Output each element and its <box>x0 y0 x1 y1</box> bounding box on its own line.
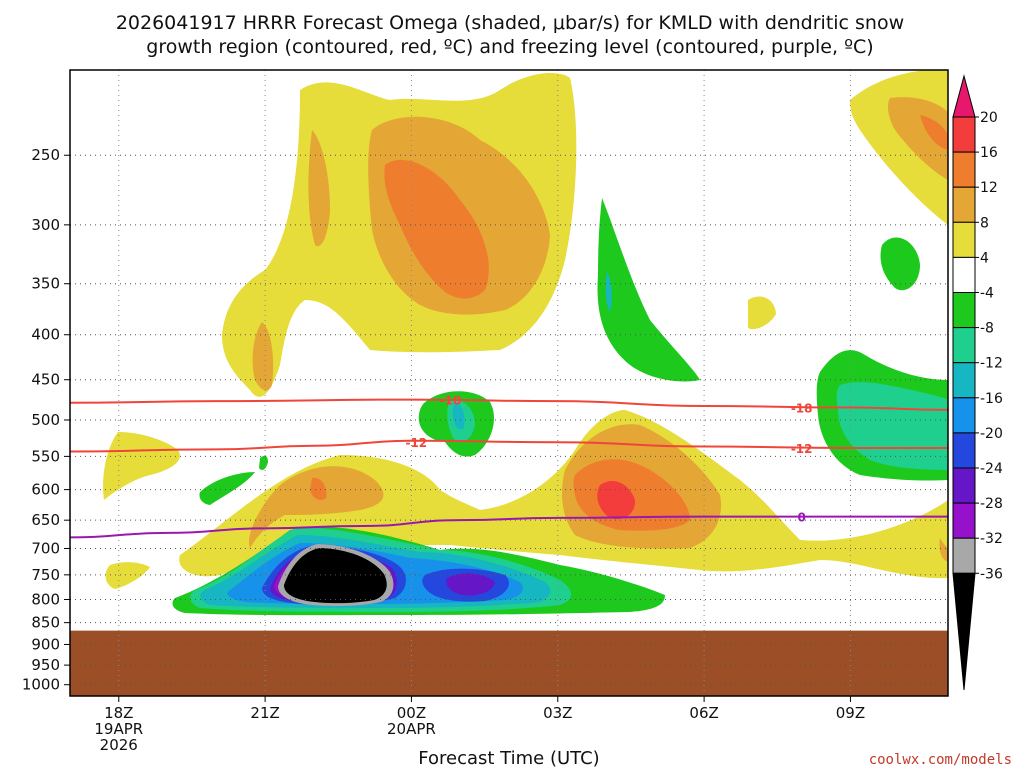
contour-label-0: 0 <box>797 511 805 525</box>
omega-region-sinking-24 <box>446 573 495 596</box>
colorbar-label: -12 <box>980 356 1003 372</box>
omega-region-rising-8 <box>308 130 330 247</box>
colorbar-label: 16 <box>980 145 998 161</box>
y-tick-label: 1000 <box>22 676 60 694</box>
y-tick-label: 500 <box>31 411 60 429</box>
omega-region-rising-12 <box>310 477 327 501</box>
ground-below-surface <box>70 630 948 696</box>
y-tick-label: 950 <box>31 656 60 674</box>
contour-label--12: -12 <box>405 436 427 450</box>
omega-region-rising-8 <box>939 538 948 562</box>
colorbar-swatch <box>952 151 976 188</box>
y-tick-label: 750 <box>31 566 60 584</box>
omega-region-rising-4 <box>105 562 150 589</box>
colorbar-label: -4 <box>980 286 994 302</box>
x-tick-label: 20APR <box>387 720 436 738</box>
omega-region-rising-8 <box>887 97 948 180</box>
chart-title-line-1: 2026041917 HRRR Forecast Omega (shaded, … <box>116 12 904 34</box>
colorbar-label: -36 <box>980 566 1003 582</box>
colorbar-swatch <box>952 256 976 293</box>
colorbar-label: -16 <box>980 391 1003 407</box>
omega-region-rising-12 <box>920 115 948 150</box>
y-tick-label: 650 <box>31 511 60 529</box>
y-tick-label: 800 <box>31 590 60 608</box>
colorbar-swatch <box>952 572 976 691</box>
contour-label--18: -18 <box>440 394 462 408</box>
omega-region-rising-4 <box>103 432 180 500</box>
colorbar-swatch <box>952 362 976 399</box>
y-tick-label: 350 <box>31 275 60 293</box>
temperature-contours: -18 -12 -18 -12 0 <box>69 394 949 539</box>
omega-colorbar: 20 16 12 8 4 -4 -8 -12 -16 -20 -24 -28 -32 -36 <box>952 74 1003 691</box>
colorbar-swatch <box>952 397 976 434</box>
colorbar-label: 12 <box>980 180 998 196</box>
colorbar-label: 4 <box>980 250 989 266</box>
y-tick-label: 600 <box>31 481 60 499</box>
y-tick-label: 900 <box>31 635 60 653</box>
colorbar-swatch <box>952 432 976 469</box>
contour-line--18 <box>69 398 949 411</box>
y-tick-label: 550 <box>31 447 60 465</box>
y-tick-label: 450 <box>31 371 60 389</box>
omega-region-sinking-4 <box>880 237 920 291</box>
omega-region-sinking-36 <box>284 548 387 604</box>
colorbar-label: -8 <box>980 321 994 337</box>
y-tick-label: 850 <box>31 614 60 632</box>
omega-region-sinking-12 <box>452 402 465 430</box>
x-axis-label: Forecast Time (UTC) <box>418 748 599 768</box>
colorbar-label: 20 <box>980 110 998 126</box>
colorbar-swatch <box>952 537 976 574</box>
colorbar-swatch <box>952 467 976 504</box>
colorbar-swatch <box>952 74 976 118</box>
x-tick-label: 2026 <box>100 736 138 754</box>
omega-region-rising-12 <box>384 159 489 299</box>
x-tick-label: 21Z <box>250 704 279 722</box>
y-axis-ticks: 250 300 350 400 450 500 550 600 650 700 750 800 850 9… <box>22 146 70 694</box>
colorbar-swatch <box>952 327 976 364</box>
y-tick-label: 250 <box>31 146 60 164</box>
omega-region-rising-8 <box>249 466 384 548</box>
colorbar-swatch <box>952 186 976 223</box>
colorbar-swatch <box>952 292 976 329</box>
contour-label--18: -18 <box>791 402 813 416</box>
omega-region-rising-8 <box>252 322 274 391</box>
omega-shading <box>103 70 948 616</box>
y-tick-label: 700 <box>31 539 60 557</box>
y-tick-label: 400 <box>31 326 60 344</box>
omega-region-rising-4 <box>748 296 776 330</box>
x-tick-label: 18Z <box>104 704 133 722</box>
brand-label: coolwx.com/models <box>869 752 1012 768</box>
colorbar-swatch <box>952 502 976 539</box>
x-tick-label: 19APR <box>94 720 143 738</box>
omega-region-sinking-12 <box>605 272 612 312</box>
colorbar-label: -28 <box>980 496 1003 512</box>
omega-region-sinking-4 <box>199 472 255 505</box>
colorbar-label: 8 <box>980 215 989 231</box>
chart-title-line-2: growth region (contoured, red, ºC) and f… <box>146 36 873 58</box>
x-tick-label: 03Z <box>543 704 572 722</box>
colorbar-swatch <box>952 221 976 258</box>
omega-region-rising-16 <box>597 480 636 520</box>
x-tick-label: 06Z <box>689 704 718 722</box>
omega-region-sinking-4 <box>597 198 700 382</box>
omega-region-sinking-4 <box>259 455 268 470</box>
colorbar-label: -32 <box>980 531 1003 547</box>
colorbar-swatch <box>952 116 976 153</box>
contour-line--12 <box>69 439 948 453</box>
x-tick-label: 09Z <box>836 704 865 722</box>
x-tick-label: 00Z <box>397 704 426 722</box>
y-tick-label: 300 <box>31 216 60 234</box>
contour-line-0 <box>69 515 948 539</box>
plot-frame <box>69 69 949 697</box>
colorbar-label: -24 <box>980 461 1003 477</box>
contour-label--12: -12 <box>791 442 813 456</box>
colorbar-label: -20 <box>980 426 1003 442</box>
